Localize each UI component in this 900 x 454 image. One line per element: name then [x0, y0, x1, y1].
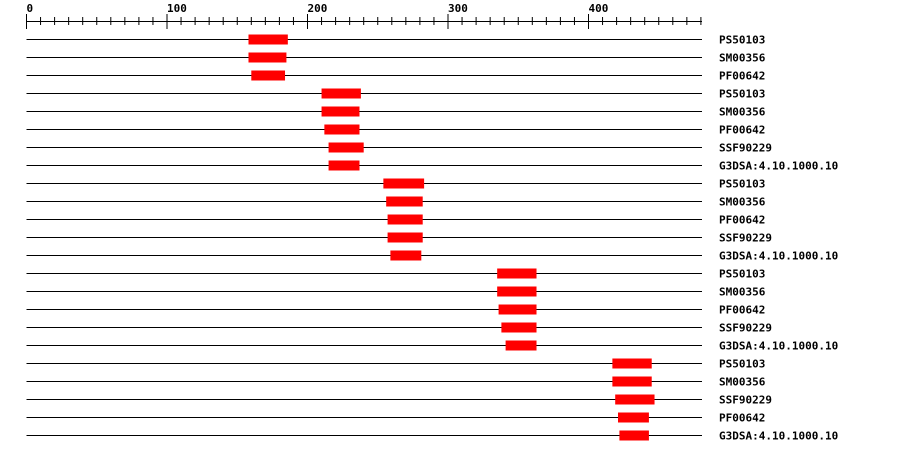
domain-bar: [251, 70, 286, 81]
track-label: PF00642: [719, 304, 765, 317]
domain-bar: [615, 394, 655, 405]
track-label: G3DSA:4.10.1000.10: [719, 250, 838, 263]
track-label: G3DSA:4.10.1000.10: [719, 340, 838, 353]
track-label: SM00356: [719, 376, 766, 389]
track-label: SM00356: [719, 106, 766, 119]
track-label: PS50103: [719, 358, 765, 371]
track-label: SSF90229: [719, 142, 772, 155]
domain-bar: [248, 52, 287, 63]
domain-bar: [328, 142, 364, 153]
domain-bar: [387, 232, 423, 243]
domain-bar: [321, 88, 361, 99]
domain-bar: [328, 160, 360, 171]
domain-bar: [498, 304, 537, 315]
domain-bar: [386, 196, 423, 207]
domain-bar: [497, 286, 537, 297]
domain-bar: [505, 340, 537, 351]
domain-bar: [501, 322, 537, 333]
track-label: SSF90229: [719, 394, 772, 407]
axis-tick-label: 100: [167, 2, 187, 15]
domain-bar: [390, 250, 422, 261]
axis-tick-label: 0: [27, 2, 34, 15]
domain-bar: [612, 376, 652, 387]
track-label: PS50103: [719, 88, 765, 101]
track-label: PF00642: [719, 214, 765, 227]
domain-bar: [619, 430, 649, 441]
domain-bar: [383, 178, 425, 189]
domain-bar: [248, 34, 288, 45]
track-label: PS50103: [719, 268, 765, 281]
track-label: G3DSA:4.10.1000.10: [719, 160, 838, 173]
axis-tick-label: 200: [308, 2, 328, 15]
track-label: SM00356: [719, 196, 766, 209]
domain-bar: [497, 268, 537, 279]
axis-tick-label: 400: [589, 2, 609, 15]
track-label: SM00356: [719, 286, 766, 299]
track-label: PF00642: [719, 412, 765, 425]
track-label: SM00356: [719, 52, 766, 65]
domain-bar: [387, 214, 423, 225]
track-label: PF00642: [719, 70, 765, 83]
domain-bar: [612, 358, 652, 369]
track-label: PS50103: [719, 178, 765, 191]
track-label: G3DSA:4.10.1000.10: [719, 430, 838, 443]
track-label: PF00642: [719, 124, 765, 137]
track-label: PS50103: [719, 34, 765, 47]
axis-tick-label: 300: [448, 2, 468, 15]
track-label: SSF90229: [719, 322, 772, 335]
domain-bar: [618, 412, 649, 423]
track-label: SSF90229: [719, 232, 772, 245]
domain-bar: [321, 106, 360, 117]
domain-bar: [324, 124, 360, 135]
